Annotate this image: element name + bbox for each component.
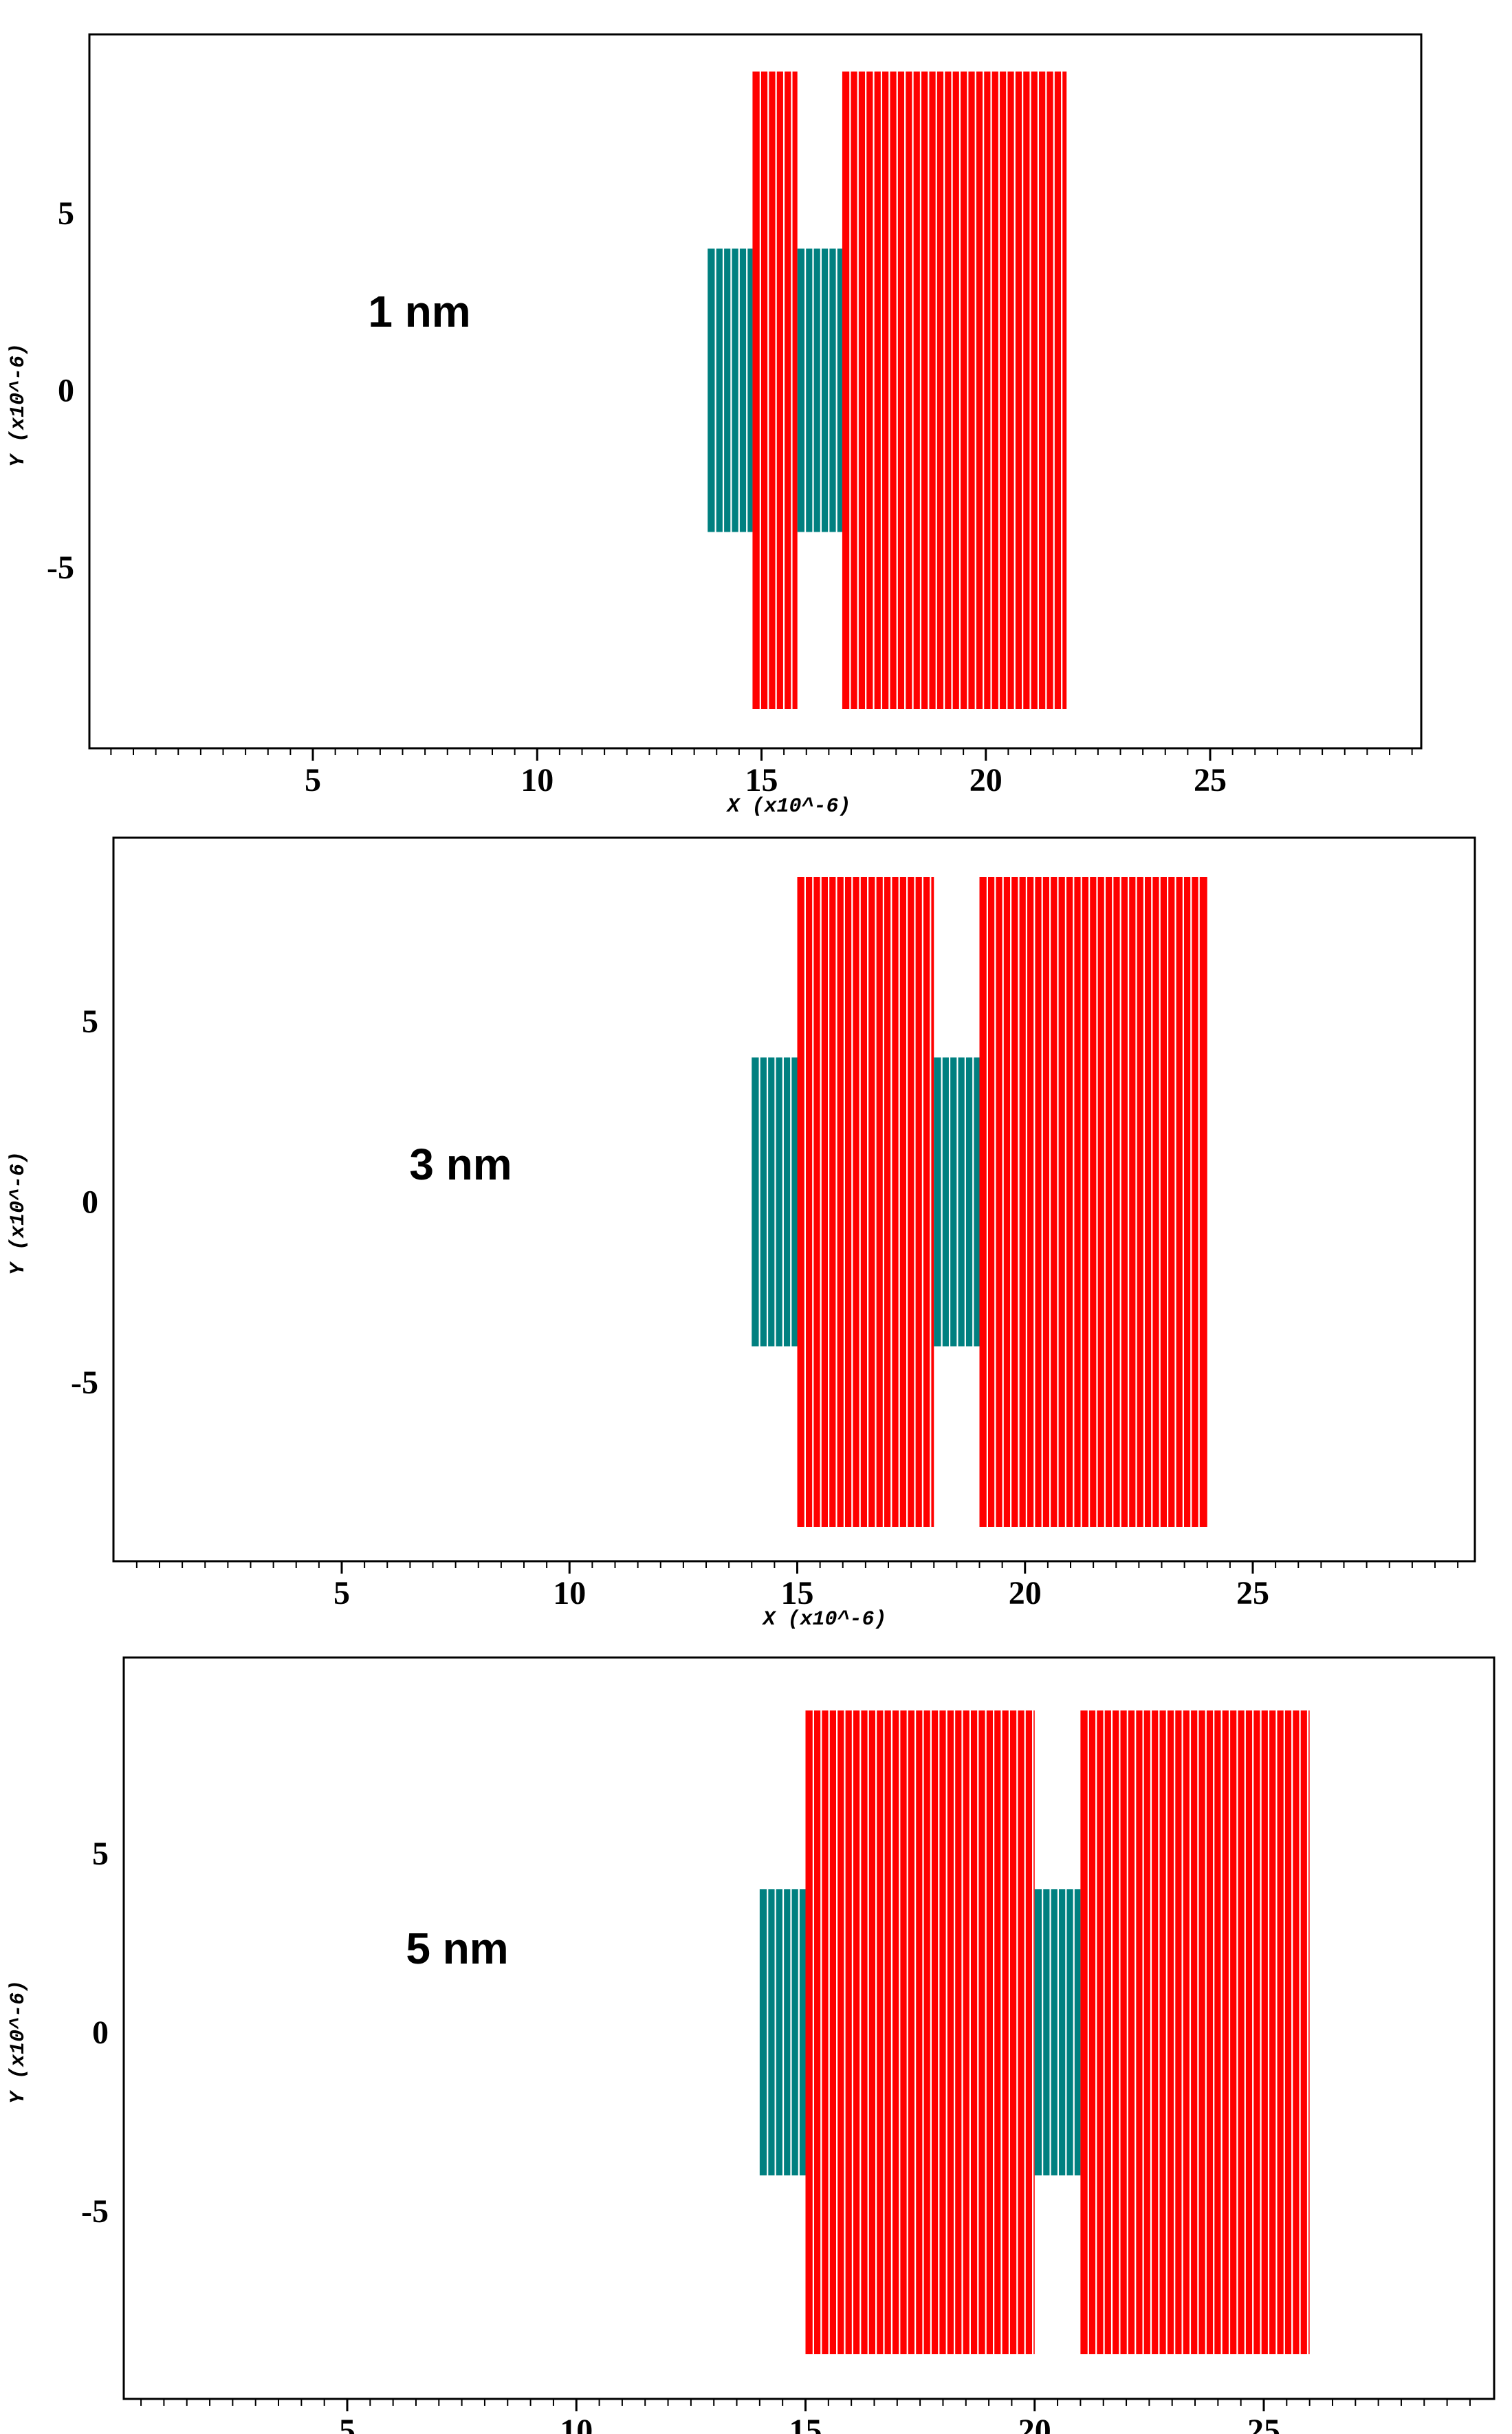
panels-group: 5 10 15 20 25 5 0 -5 X (x10^-6) Y (x10^-6) 1 nm 5 10… [7,33,1495,2434]
thickness-label: 1 nm [368,287,470,336]
y-tick-label: -5 [71,1365,98,1401]
y-axis-title: Y (x10^-6) [7,1980,30,2104]
region-teal-1 [759,1889,806,2175]
region-teal-1 [708,248,753,532]
region-fill [797,248,842,532]
region-red-2 [805,1710,1035,2354]
x-tick-label: 20 [1009,1575,1042,1611]
x-tick-label: 20 [969,762,1002,798]
x-axis: 5 10 15 20 25 [140,2399,1471,2434]
y-axis: 5 0 -5 [81,1836,109,2230]
region-fill [708,248,753,532]
region-red-4 [979,877,1207,1527]
region-fill [805,1710,1035,2354]
y-axis-title: Y (x10^-6) [7,343,30,467]
y-tick-label: 0 [58,373,74,409]
x-axis-title: X (x10^-6) [725,795,851,818]
x-tick-label: 10 [553,1575,586,1611]
thickness-label: 5 nm [406,1924,508,1973]
region-fill [842,72,1067,709]
y-tick-label: 5 [82,1003,98,1040]
region-fill [752,72,798,709]
x-tick-label: 25 [1236,1575,1269,1611]
region-fill [797,877,934,1527]
region-red-4 [1080,1710,1310,2354]
region-red-2 [797,877,934,1527]
x-tick-label: 20 [1018,2413,1051,2434]
region-teal-3 [1034,1889,1081,2175]
y-tick-label: -5 [47,550,74,586]
x-tick-label: 25 [1247,2413,1280,2434]
region-red-4 [842,72,1067,709]
x-tick-label: 10 [521,762,554,798]
y-tick-label: 5 [92,1836,109,1872]
y-axis-title: Y (x10^-6) [7,1151,30,1275]
region-red-2 [752,72,798,709]
region-teal-1 [752,1057,798,1347]
y-tick-label: 0 [82,1184,98,1221]
x-tick-label: 15 [745,762,778,798]
y-tick-label: -5 [81,2193,109,2230]
x-axis: 5 10 15 20 25 [110,748,1413,798]
x-tick-label: 5 [333,1575,350,1611]
x-tick-label: 5 [339,2413,355,2434]
x-tick-label: 5 [305,762,321,798]
panel-1: 5 10 15 20 25 5 0 -5 X (x10^-6) Y (x10^-6) 1 nm [7,33,1423,818]
x-tick-label: 10 [560,2413,593,2434]
y-axis: 5 0 -5 [47,195,74,586]
region-teal-3 [934,1057,980,1347]
y-axis: 5 0 -5 [71,1003,98,1401]
panel-2: 5 10 15 20 25 5 0 -5 X (x10^-6) Y (x10^-6) 3 nm [7,836,1476,1631]
y-tick-label: 0 [92,2014,109,2051]
region-fill [979,877,1207,1527]
thickness-label: 3 nm [409,1140,512,1189]
x-tick-label: 15 [781,1575,814,1611]
region-fill [1080,1710,1310,2354]
x-tick-label: 25 [1194,762,1227,798]
x-axis-title: X (x10^-6) [761,1608,886,1631]
x-tick-label: 15 [789,2413,822,2434]
x-axis: 5 10 15 20 25 [135,1561,1459,1611]
region-teal-3 [797,248,842,532]
y-tick-label: 5 [58,195,74,232]
